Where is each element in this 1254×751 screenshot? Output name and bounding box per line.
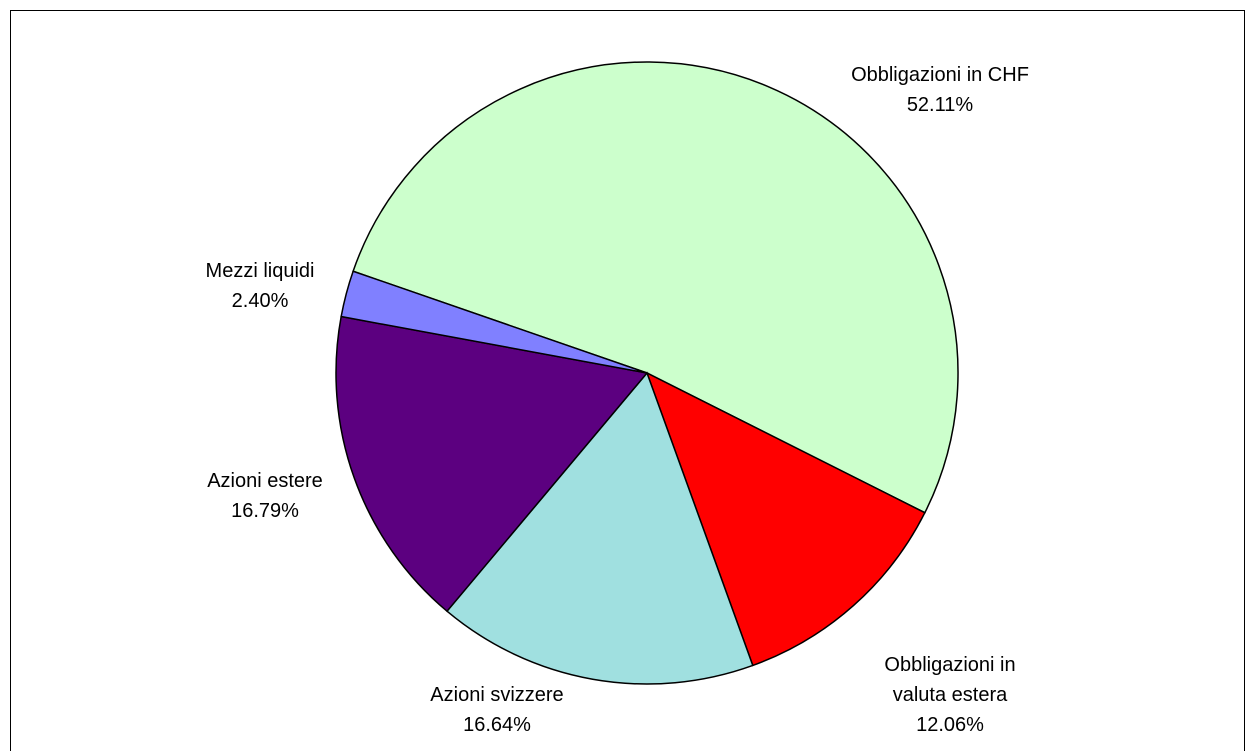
value-label: 16.79% xyxy=(231,500,299,522)
pie-slice xyxy=(445,371,754,685)
category-label: Obbligazioni in valuta estera xyxy=(884,654,1016,706)
value-label: 16.64% xyxy=(463,714,531,736)
value-label: 52.11% xyxy=(906,94,974,116)
value-label: 12.06% xyxy=(916,714,984,736)
slice-label: Obbligazioni in CHF 52.11% xyxy=(810,60,1070,120)
pie-slice xyxy=(645,371,926,667)
pie-slice xyxy=(335,315,649,613)
category-label: Obbligazioni in CHF xyxy=(851,64,1029,86)
pie-slice xyxy=(340,270,648,374)
slice-label: Azioni svizzere 16.64% xyxy=(377,680,617,740)
category-label: Azioni svizzere xyxy=(430,684,564,706)
slice-label: Obbligazioni in valuta estera 12.06% xyxy=(865,650,1035,740)
pie-slice xyxy=(352,61,959,514)
slice-label: Mezzi liquidi 2.40% xyxy=(140,256,380,316)
category-label: Azioni estere xyxy=(207,470,323,492)
category-label: Mezzi liquidi xyxy=(205,260,315,282)
value-label: 2.40% xyxy=(231,290,289,312)
slice-label: Azioni estere 16.79% xyxy=(145,466,385,526)
